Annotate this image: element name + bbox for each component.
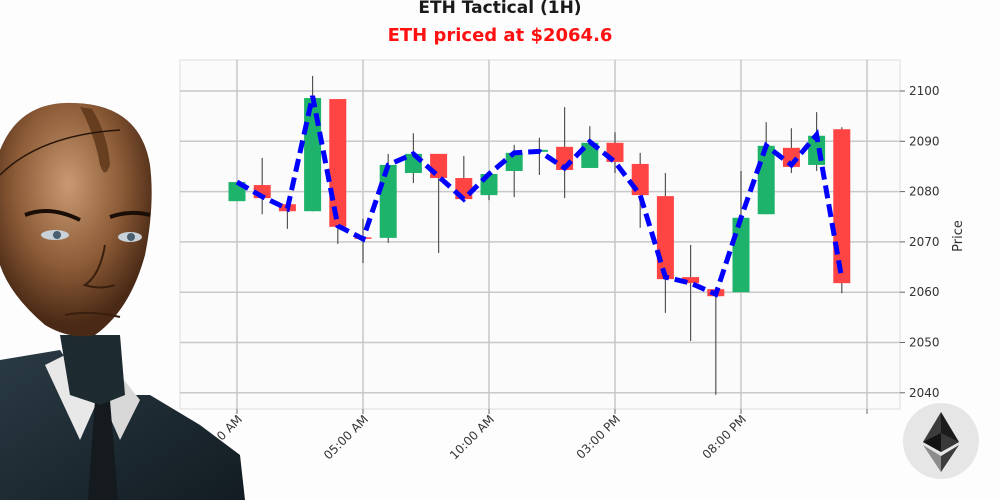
x-tick-label: 03:00 PM — [574, 412, 623, 461]
y-tick-label: 2060 — [909, 285, 940, 299]
y-axis-label: Price — [951, 220, 966, 252]
plot-frame — [179, 59, 901, 410]
x-tick-label: 05:00 AM — [321, 412, 371, 462]
y-tick-label: 2080 — [909, 185, 940, 199]
price-subtitle: ETH priced at $2064.6 — [387, 25, 613, 46]
ethereum-logo-icon — [903, 403, 979, 479]
candle-down — [833, 129, 851, 284]
y-tick-label: 2090 — [909, 134, 940, 148]
candle-down — [656, 196, 674, 280]
candle-up — [732, 217, 750, 293]
y-tick-label: 2050 — [909, 336, 940, 350]
chart-title: ETH Tactical (1H) — [418, 0, 582, 18]
x-tick-label: 08:00 PM — [700, 412, 749, 461]
candle-up — [757, 145, 775, 215]
candle-up — [505, 152, 523, 171]
y-axis: 2040 2050 2060 2070 2080 2090 2100 — [900, 84, 940, 400]
android-avatar-image — [0, 102, 245, 500]
x-tick-label: 10:00 AM — [447, 412, 497, 462]
trend-line — [235, 95, 845, 298]
candle-up — [379, 164, 397, 238]
candle-down — [682, 277, 700, 284]
y-tick-label: 2100 — [909, 84, 940, 98]
y-tick-label: 2040 — [909, 386, 940, 400]
y-tick-label: 2070 — [909, 235, 940, 249]
x-axis: 12:00 AM 05:00 AM 10:00 AM 03:00 PM 08:00 PM — [195, 409, 868, 462]
